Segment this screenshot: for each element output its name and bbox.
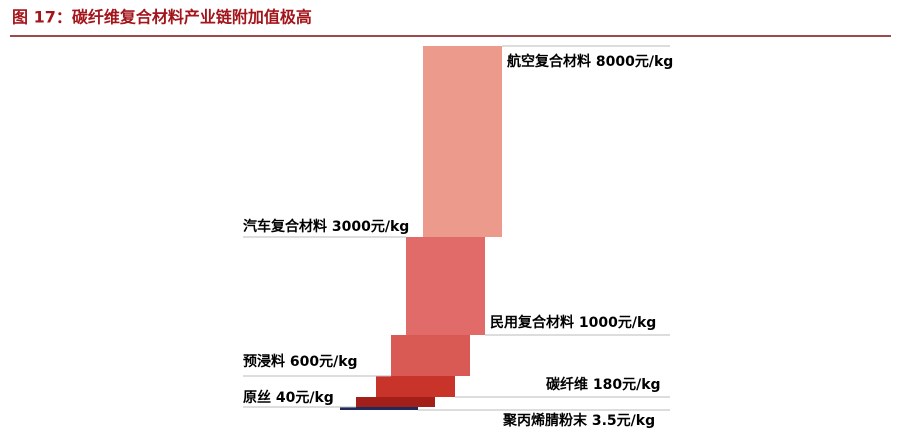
step-label: 聚丙烯腈粉末 3.5元/kg — [502, 412, 655, 429]
step-label: 原丝 40元/kg — [243, 389, 334, 406]
step — [423, 46, 502, 237]
step-label: 碳纤维 180元/kg — [546, 376, 661, 393]
step — [391, 335, 470, 376]
step-label: 预浸料 600元/kg — [243, 353, 358, 370]
step — [376, 376, 455, 397]
chart-title: 图 17：碳纤维复合材料产业链附加值极高 — [12, 8, 312, 27]
step — [356, 397, 435, 407]
step-label: 民用复合材料 1000元/kg — [490, 314, 656, 331]
step — [340, 407, 418, 410]
step-label: 航空复合材料 8000元/kg — [507, 53, 673, 70]
step-label: 汽车复合材料 3000元/kg — [243, 218, 409, 235]
step — [406, 237, 485, 335]
